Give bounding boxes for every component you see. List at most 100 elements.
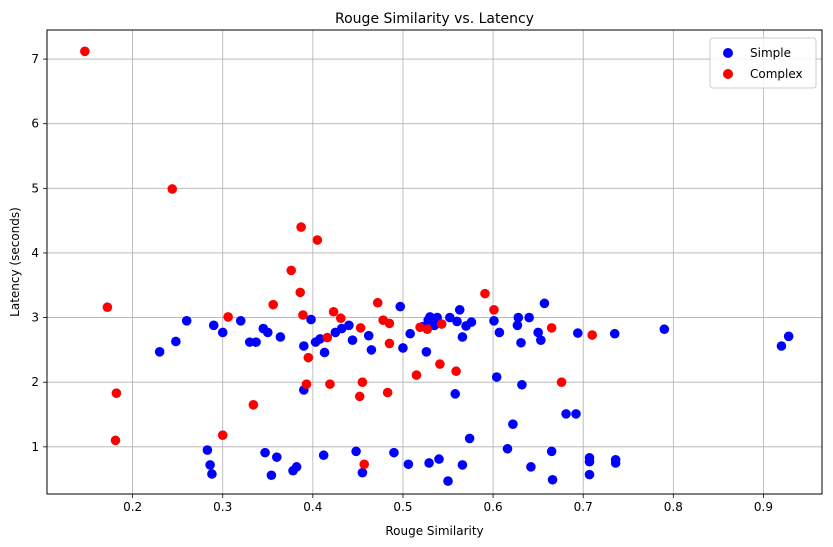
chart-title: Rouge Similarity vs. Latency [335, 11, 534, 27]
legend-marker-complex [723, 69, 733, 79]
point-simple [181, 316, 192, 326]
point-simple [517, 379, 527, 390]
point-complex [248, 400, 259, 410]
point-simple [434, 454, 444, 464]
point-simple [271, 452, 282, 462]
point-complex [451, 366, 461, 377]
point-complex [80, 46, 90, 57]
point-simple [776, 341, 787, 351]
point-simple [450, 389, 461, 399]
point-complex [436, 319, 447, 329]
point-complex [384, 338, 395, 349]
point-simple [452, 316, 462, 327]
point-simple [443, 476, 453, 486]
y-tick-label: 7 [31, 52, 39, 66]
point-simple [251, 337, 261, 347]
point-simple [299, 341, 309, 351]
point-simple [315, 334, 325, 344]
point-simple [512, 320, 523, 331]
point-simple [783, 331, 794, 342]
point-simple [584, 456, 595, 467]
point-simple [659, 324, 670, 335]
point-simple [262, 327, 273, 338]
x-tick-label: 0.2 [123, 500, 142, 514]
legend-box [709, 37, 817, 89]
legend-label-simple: Simple [750, 46, 791, 60]
point-complex [546, 323, 557, 333]
point-simple [513, 312, 524, 323]
x-tick-label: 0.6 [484, 500, 503, 514]
point-simple [508, 419, 518, 430]
point-simple [457, 332, 468, 342]
point-simple [171, 336, 181, 347]
point-complex [422, 324, 433, 335]
point-complex [354, 391, 365, 402]
x-tick-label: 0.7 [574, 500, 593, 514]
point-simple [609, 328, 620, 339]
point-complex [322, 332, 333, 343]
point-simple [344, 320, 354, 331]
point-complex [295, 287, 306, 298]
point-simple [571, 409, 581, 419]
point-simple [202, 445, 213, 455]
point-simple [205, 460, 215, 470]
point-simple [546, 446, 557, 457]
legend-marker-simple [723, 48, 733, 58]
point-simple [421, 347, 432, 357]
point-simple [491, 372, 502, 382]
point-complex [296, 222, 306, 232]
point-complex [325, 379, 335, 389]
point-simple [524, 312, 534, 323]
point-complex [286, 265, 297, 276]
y-tick-label: 1 [31, 440, 39, 454]
point-simple [489, 316, 499, 326]
point-simple [516, 337, 526, 348]
y-tick-label: 4 [31, 246, 39, 260]
point-simple [403, 459, 414, 470]
y-tick-label: 3 [31, 311, 39, 325]
point-simple [395, 301, 406, 312]
point-simple [389, 447, 399, 458]
point-complex [303, 352, 314, 363]
point-complex [167, 184, 178, 194]
point-simple [154, 347, 165, 357]
point-simple [584, 469, 595, 480]
point-simple [318, 450, 329, 461]
data-points [80, 46, 794, 486]
point-simple [235, 316, 246, 326]
point-complex [102, 302, 113, 313]
point-simple [572, 328, 583, 338]
point-simple [494, 327, 505, 338]
point-simple [363, 330, 374, 341]
point-complex [268, 299, 278, 310]
point-complex [359, 459, 370, 470]
point-complex [480, 288, 490, 299]
point-simple [466, 317, 477, 327]
point-complex [328, 306, 339, 317]
y-tick-label: 6 [31, 117, 39, 131]
point-simple [424, 458, 434, 468]
y-axis-label: Latency (seconds) [8, 207, 22, 317]
point-complex [217, 430, 228, 440]
plot-frame [46, 29, 823, 495]
x-tick-label: 0.3 [213, 500, 232, 514]
point-simple [275, 332, 286, 342]
point-complex [489, 305, 499, 315]
y-tick-label: 2 [31, 375, 39, 389]
point-simple [357, 467, 368, 478]
point-simple [260, 447, 270, 458]
legend-label-complex: Complex [750, 67, 803, 81]
point-complex [415, 322, 425, 333]
point-simple [533, 327, 543, 338]
point-simple [291, 462, 302, 472]
point-complex [556, 377, 567, 388]
x-tick-label: 0.4 [303, 500, 322, 514]
point-simple [266, 470, 277, 481]
point-simple [319, 347, 330, 358]
y-tick-label: 5 [31, 181, 39, 195]
point-complex [355, 323, 366, 333]
point-simple [464, 433, 475, 444]
point-simple [366, 345, 377, 355]
x-tick-label: 0.9 [754, 500, 773, 514]
